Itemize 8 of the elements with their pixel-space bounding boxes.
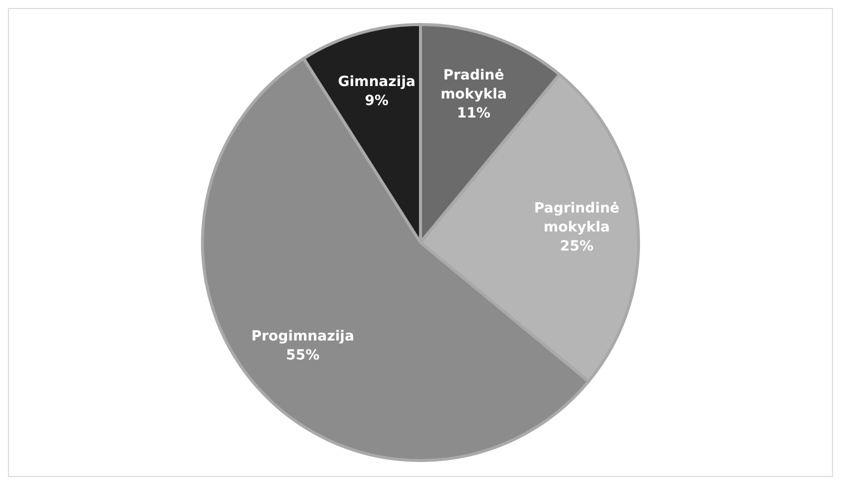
slice-label: Gimnazija — [338, 74, 416, 90]
data-label: 25% — [560, 238, 594, 254]
data-label: 11% — [456, 105, 490, 122]
data-label: 9% — [364, 92, 389, 109]
data-label: 55% — [286, 347, 320, 364]
slice-label: Pagrindinė mokykla — [534, 200, 620, 236]
slice-label: Pradinė mokykla — [440, 67, 507, 102]
slice-label: Progimnazija — [251, 328, 354, 344]
